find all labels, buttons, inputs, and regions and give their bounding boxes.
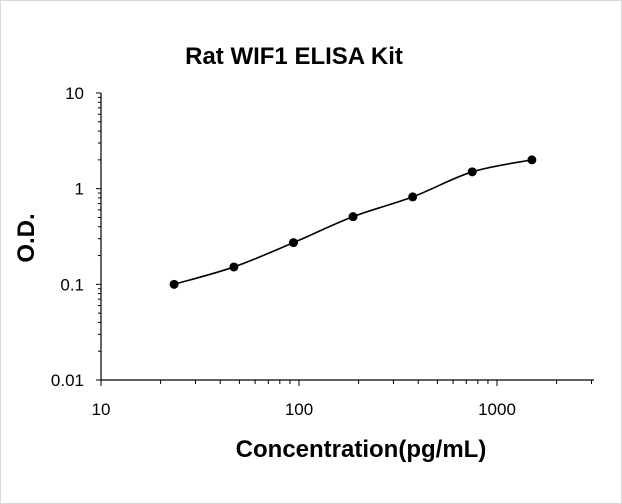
x-tick-label: 1000	[478, 400, 516, 419]
axes-group	[100, 93, 594, 381]
fit-curve	[173, 159, 533, 286]
x-axis-title: Concentration(pg/mL)	[236, 436, 487, 463]
tick-labels-group: 10 1 0.1 0.01 10 100 1000	[51, 84, 516, 419]
chart-title: Rat WIF1 ELISA Kit	[185, 43, 403, 70]
data-point	[169, 279, 179, 289]
data-point	[467, 167, 477, 177]
y-tick-label: 1	[75, 180, 84, 199]
data-point	[289, 238, 298, 248]
data-point	[348, 212, 358, 222]
data-points-group	[169, 155, 537, 289]
x-tick-label: 10	[92, 400, 111, 419]
y-tick-label: 0.1	[60, 275, 84, 294]
y-tick-label: 0.01	[51, 371, 84, 390]
y-tick-label: 10	[65, 84, 84, 103]
data-point	[229, 262, 239, 272]
data-point	[527, 155, 537, 165]
y-axis-title: O.D.	[13, 213, 40, 262]
ticks-group	[96, 92, 592, 386]
x-tick-label: 100	[285, 400, 313, 419]
data-point	[408, 192, 418, 202]
